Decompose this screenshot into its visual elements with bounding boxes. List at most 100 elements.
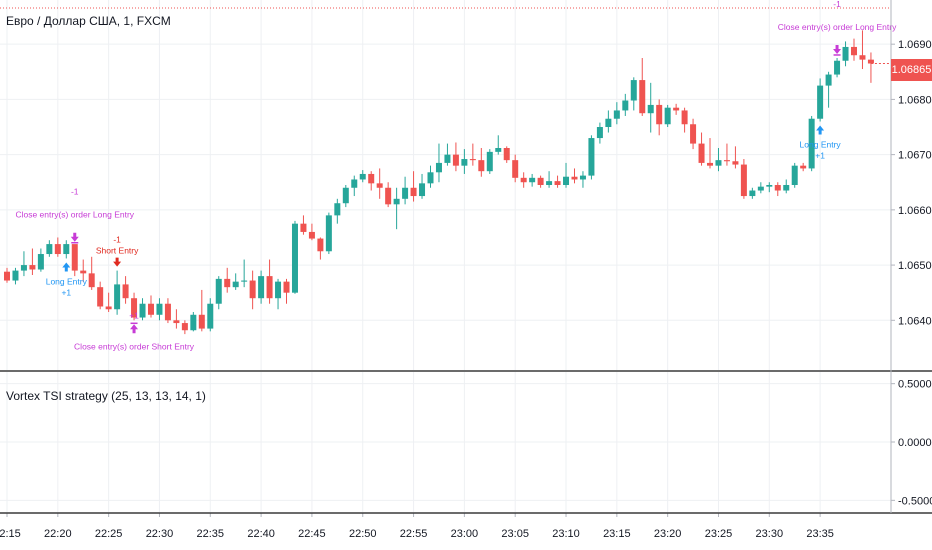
symbol-title: Евро / Доллар США, 1, FXCM: [6, 14, 171, 28]
candle-body: [622, 100, 629, 111]
x-tick-label: 22:35: [197, 528, 225, 540]
close-order-arrow: [70, 232, 79, 242]
candle-body: [37, 254, 44, 270]
candle-body: [131, 298, 138, 318]
candle-body: [707, 162, 714, 166]
candle-body: [54, 244, 61, 255]
close-order-label: Close entry(s) order Long Entry: [778, 22, 897, 32]
candle-body: [435, 162, 442, 173]
long-entry-qty: +1: [815, 150, 825, 160]
close-order-qty: -1: [833, 0, 841, 9]
x-tick-label: 23:15: [603, 528, 631, 540]
candle-body: [444, 154, 451, 163]
candle-body: [207, 303, 214, 329]
candle-body: [198, 314, 205, 329]
short-entry-qty: -1: [113, 235, 121, 245]
candle-body: [630, 80, 637, 101]
y-tick-label: 1.06600: [898, 205, 932, 217]
x-tick-label: 23:10: [552, 528, 580, 540]
candle-body: [834, 60, 841, 75]
candle-body: [681, 110, 688, 125]
candle-body: [300, 223, 307, 232]
candle-body: [232, 281, 239, 288]
x-tick-label: 22:45: [298, 528, 326, 540]
candle-body: [63, 244, 70, 255]
candle-body: [29, 265, 36, 270]
candle-body: [571, 176, 578, 180]
y-tick-label: 1.06700: [898, 150, 932, 162]
candle-body: [715, 160, 722, 166]
candle-body: [71, 244, 78, 271]
candle-body: [664, 107, 671, 125]
candle-body: [503, 148, 510, 161]
x-tick-label: 22:40: [247, 528, 275, 540]
candle-body: [283, 281, 290, 293]
candle-body: [588, 138, 595, 176]
close-order-label: Close entry(s) order Long Entry: [15, 210, 134, 220]
candle-body: [368, 173, 375, 184]
candle-body: [122, 284, 129, 299]
candle-body: [452, 154, 459, 166]
candle-body: [690, 124, 697, 144]
candle-body: [808, 118, 815, 169]
x-tick-label: 23:30: [756, 528, 784, 540]
candle-body: [410, 187, 417, 197]
close-order-label: Close entry(s) order Short Entry: [74, 341, 195, 351]
close-order-arrow: [833, 44, 842, 54]
candle-body: [605, 118, 612, 128]
candle-body: [554, 181, 561, 185]
x-tick-label: 23:05: [501, 528, 529, 540]
candle-body: [427, 172, 434, 184]
candle-body: [842, 46, 849, 61]
candle-body: [740, 164, 747, 197]
candle-body: [783, 185, 790, 191]
x-tick-label: 23:25: [705, 528, 733, 540]
candle-body: [402, 187, 409, 199]
x-tick-label: 23:20: [654, 528, 682, 540]
candle-body: [173, 320, 180, 324]
candle-body: [579, 175, 586, 180]
close-order-qty: -1: [71, 187, 79, 197]
candle-body: [732, 161, 739, 165]
candle-body: [4, 271, 10, 281]
candle-body: [97, 287, 104, 307]
candle-body: [258, 276, 265, 299]
y-tick-label: 0.00000: [898, 437, 932, 449]
candle-body: [613, 110, 620, 119]
candle-body: [317, 238, 324, 252]
candle-body: [351, 179, 358, 188]
candle-body: [190, 314, 197, 331]
candle-body: [164, 303, 171, 321]
candle-body: [478, 160, 485, 172]
x-tick-label: 22:25: [95, 528, 123, 540]
x-tick-label: 22:15: [0, 528, 21, 540]
candle-body: [469, 159, 476, 161]
candle-body: [529, 177, 536, 183]
candle-body: [291, 223, 298, 293]
candle-body: [757, 186, 764, 191]
candle-body: [867, 59, 874, 64]
candle-body: [546, 181, 553, 185]
candle-body: [647, 104, 654, 114]
candle-body: [334, 203, 341, 216]
y-tick-label: 1.06500: [898, 260, 932, 272]
candle-body: [851, 46, 857, 56]
candle-body: [325, 215, 332, 252]
indicator-title: Vortex TSI strategy (25, 13, 13, 14, 1): [6, 389, 206, 403]
candle-body: [241, 280, 248, 282]
short-entry-label: Short Entry: [96, 246, 139, 256]
x-tick-label: 22:55: [400, 528, 428, 540]
candle-body: [673, 107, 680, 111]
candle-body: [723, 160, 730, 162]
candle-body: [88, 273, 95, 288]
candle-body: [376, 183, 383, 188]
candle-body: [385, 187, 392, 205]
candle-body: [147, 303, 154, 315]
candle-body: [105, 306, 112, 310]
candle-body: [249, 280, 256, 299]
candle-body: [774, 185, 781, 191]
x-tick-label: 22:20: [44, 528, 72, 540]
